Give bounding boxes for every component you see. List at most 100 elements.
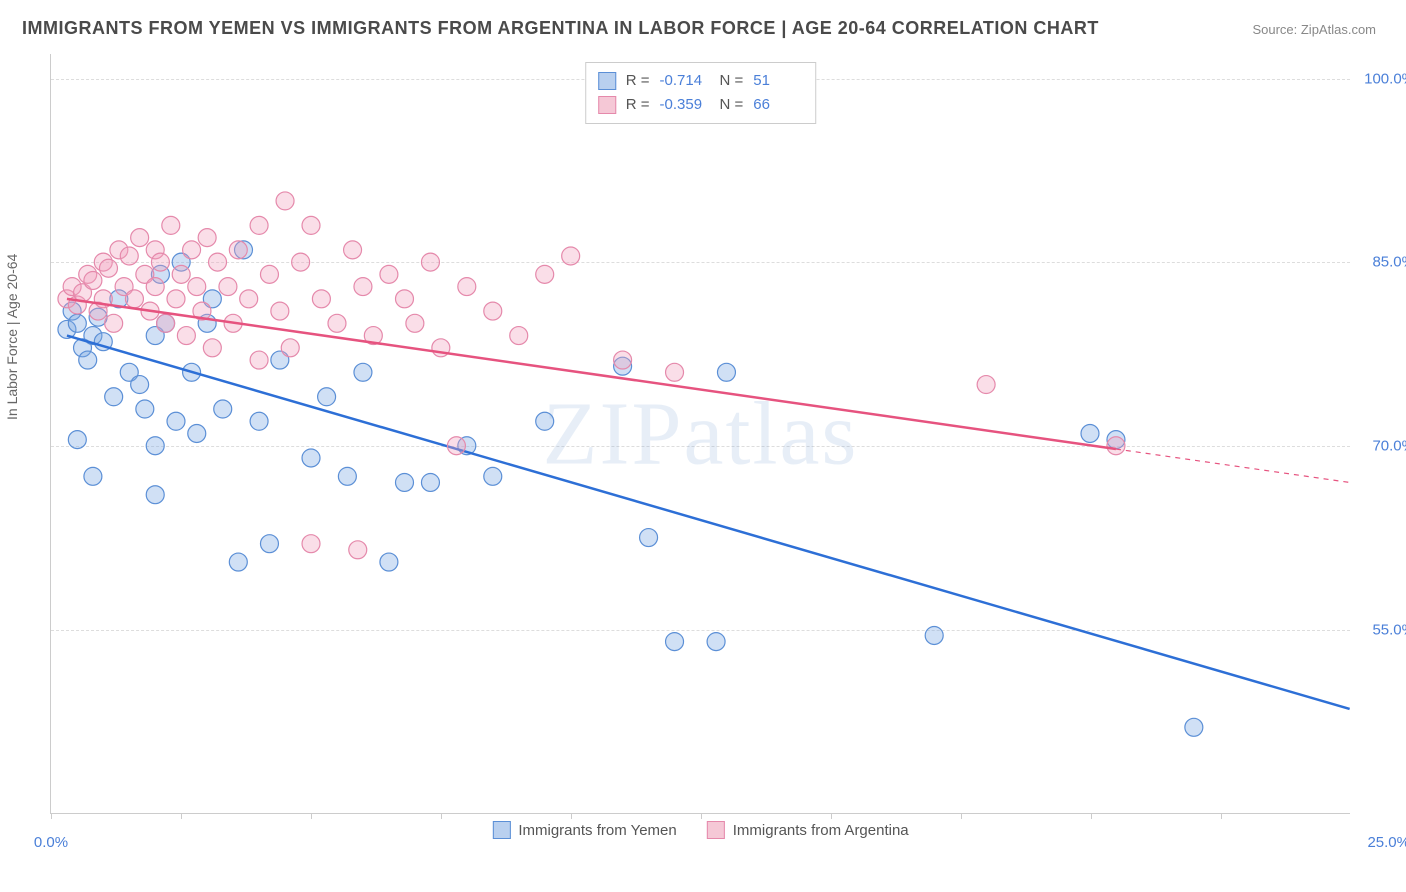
correlation-legend: R = -0.714 N = 51 R = -0.359 N = 66 [585,62,817,124]
data-point [312,290,330,308]
data-point [925,627,943,645]
data-point [276,192,294,210]
data-point [614,351,632,369]
x-tick-mark [701,813,702,819]
data-point [209,253,227,271]
series-legend: Immigrants from Yemen Immigrants from Ar… [492,821,908,839]
data-point [536,412,554,430]
chart-svg [51,54,1350,813]
data-point [260,265,278,283]
data-point [396,473,414,491]
y-axis-label: In Labor Force | Age 20-64 [4,254,20,420]
data-point [354,363,372,381]
data-point [349,541,367,559]
r-label: R = [626,69,650,93]
data-point [344,241,362,259]
data-point [79,351,97,369]
data-point [484,302,502,320]
data-point [188,425,206,443]
data-point [292,253,310,271]
data-point [120,247,138,265]
data-point [68,431,86,449]
data-point [105,314,123,332]
x-tick-mark [571,813,572,819]
r-value-yemen: -0.714 [660,69,710,93]
r-label: R = [626,93,650,117]
data-point [380,265,398,283]
legend-swatch-yemen [598,72,616,90]
data-point [229,553,247,571]
data-point [214,400,232,418]
y-tick-label: 70.0% [1372,438,1406,455]
data-point [240,290,258,308]
data-point [302,216,320,234]
data-point [183,241,201,259]
data-point [162,216,180,234]
legend-swatch-argentina [598,96,616,114]
data-point [510,327,528,345]
x-tick-mark [311,813,312,819]
data-point [421,473,439,491]
legend-bottom-swatch-argentina [707,821,725,839]
data-point [562,247,580,265]
data-point [717,363,735,381]
data-point [105,388,123,406]
x-tick-mark [1221,813,1222,819]
data-point [229,241,247,259]
data-point [302,535,320,553]
data-point [250,412,268,430]
data-point [484,467,502,485]
legend-row-argentina: R = -0.359 N = 66 [598,93,804,117]
data-point [167,412,185,430]
data-point [151,253,169,271]
data-point [354,278,372,296]
x-tick-mark [1091,813,1092,819]
data-point [977,376,995,394]
data-point [281,339,299,357]
n-label: N = [720,69,744,93]
data-point [188,278,206,296]
plot-area: ZIPatlas 100.0%85.0%70.0%55.0% 0.0% 25.0… [50,54,1350,814]
data-point [640,529,658,547]
legend-item-yemen: Immigrants from Yemen [492,821,676,839]
data-point [136,400,154,418]
data-point [146,278,164,296]
data-point [536,265,554,283]
data-point [421,253,439,271]
data-point [68,314,86,332]
legend-row-yemen: R = -0.714 N = 51 [598,69,804,93]
data-point [1185,718,1203,736]
data-point [458,278,476,296]
y-tick-label: 100.0% [1364,70,1406,87]
data-point [84,467,102,485]
n-value-yemen: 51 [753,69,803,93]
y-tick-label: 85.0% [1372,254,1406,271]
data-point [380,553,398,571]
data-point [125,290,143,308]
regression-line [67,299,1116,449]
data-point [666,633,684,651]
data-point [328,314,346,332]
legend-bottom-label-yemen: Immigrants from Yemen [518,822,676,839]
x-tick-mark [51,813,52,819]
data-point [406,314,424,332]
source-attribution: Source: ZipAtlas.com [1252,22,1376,37]
data-point [396,290,414,308]
x-tick-right: 25.0% [1367,834,1406,851]
data-point [271,302,289,320]
data-point [707,633,725,651]
x-tick-mark [961,813,962,819]
data-point [250,351,268,369]
chart-title: IMMIGRANTS FROM YEMEN VS IMMIGRANTS FROM… [22,18,1099,39]
data-point [146,486,164,504]
r-value-argentina: -0.359 [660,93,710,117]
data-point [250,216,268,234]
y-tick-label: 55.0% [1372,622,1406,639]
data-point [131,376,149,394]
data-point [198,229,216,247]
data-point [84,271,102,289]
data-point [666,363,684,381]
n-value-argentina: 66 [753,93,803,117]
data-point [318,388,336,406]
legend-item-argentina: Immigrants from Argentina [707,821,909,839]
